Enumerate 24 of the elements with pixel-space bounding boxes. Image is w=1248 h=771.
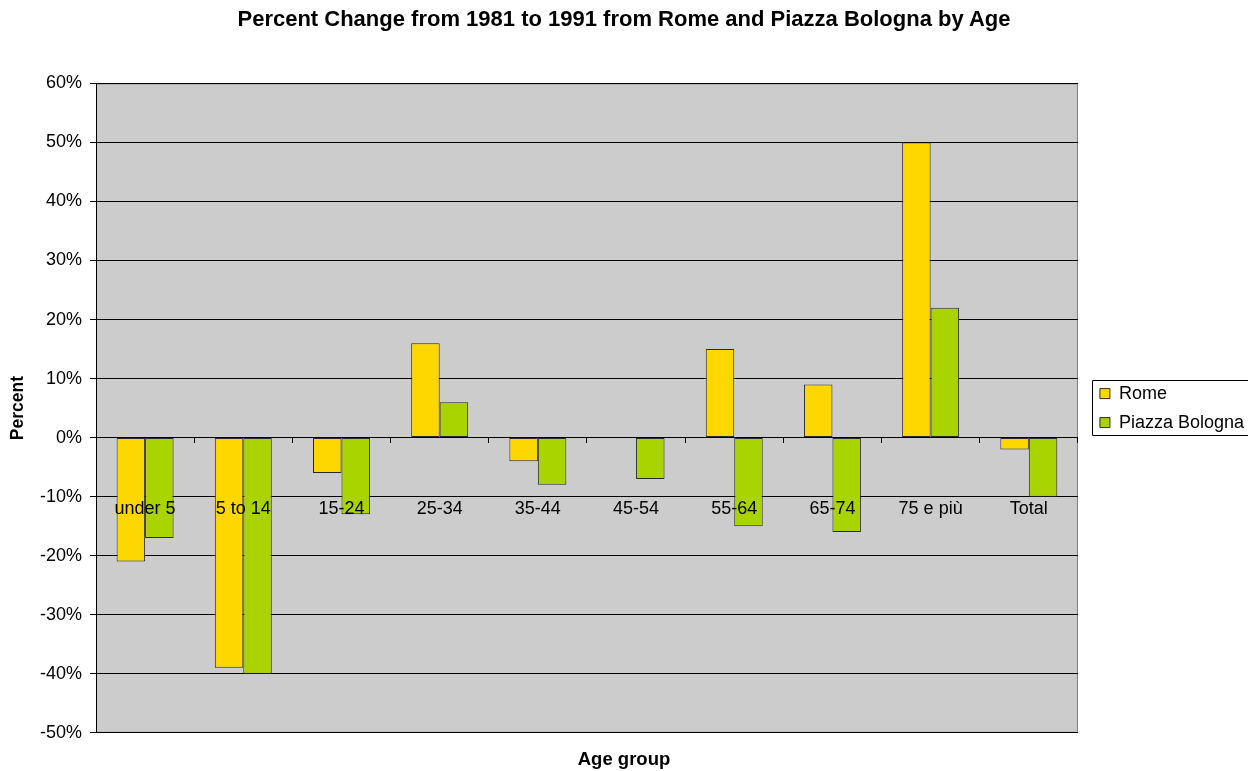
x-tick-label: 55-64 [711, 498, 758, 519]
y-axis-title: Percent [6, 375, 27, 441]
y-tick-label: -40% [39, 662, 82, 683]
y-tick-label: -30% [39, 603, 82, 624]
x-tick-label: 25-34 [416, 498, 463, 519]
y-tick-label: 0% [55, 426, 82, 447]
x-tick-label: 75 e più [898, 498, 963, 519]
y-tick-label: 20% [45, 308, 82, 329]
y-tick-label: 30% [45, 249, 82, 270]
y-tick-label: 40% [45, 190, 82, 211]
x-tick-label: 15-24 [318, 498, 365, 519]
x-axis-title: Age group [577, 747, 671, 769]
x-tick-label: 45-54 [613, 498, 660, 519]
legend-label: Rome [1118, 382, 1167, 403]
y-tick-label: 10% [45, 367, 82, 388]
y-tick-label: 60% [45, 72, 82, 93]
y-tick-label: -50% [39, 721, 82, 742]
y-tick-label: -10% [39, 485, 82, 506]
x-tick-label: Total [1009, 498, 1048, 519]
y-tick-label: -20% [39, 544, 82, 565]
chart-title: Percent Change from 1981 to 1991 from Rome and Piazza Bologna by Age [237, 6, 1011, 32]
legend-label: Piazza Bologna [1118, 411, 1245, 432]
y-tick-label: 50% [45, 131, 82, 152]
x-tick-label: 35-44 [514, 498, 561, 519]
